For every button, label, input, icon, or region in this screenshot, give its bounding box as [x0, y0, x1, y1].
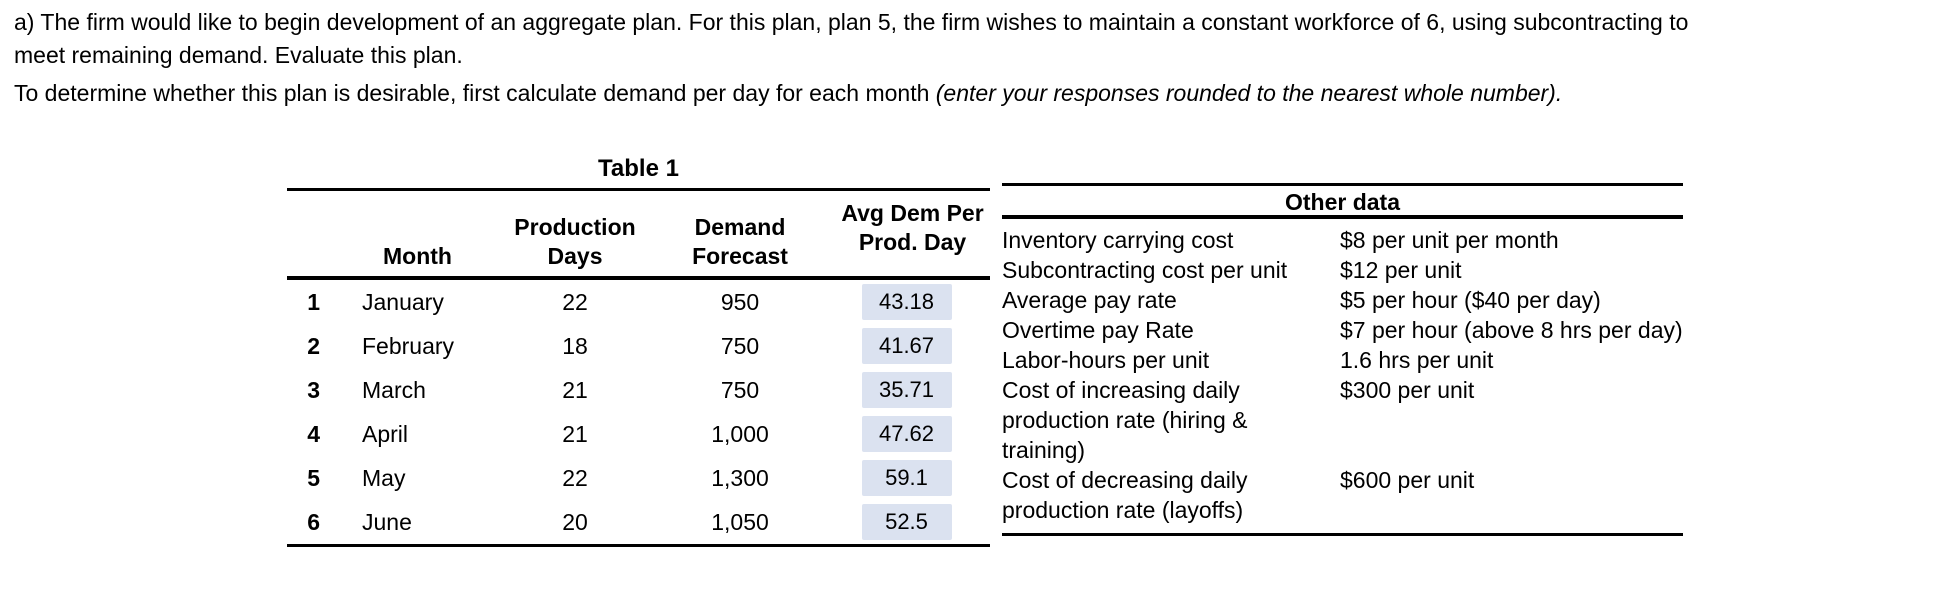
other-data-value: $12 per unit: [1340, 257, 1462, 283]
header-avg-dem-per-prod-day: Avg Dem Per Prod. Day: [835, 191, 990, 276]
avg-dem-cell: 47.62: [835, 412, 990, 456]
other-data-row-overtime-pay: Overtime pay Rate $7 per hour (above 8 h…: [1002, 315, 1683, 345]
other-data-label: Inventory carrying cost: [1002, 227, 1234, 253]
production-days-cell: 20: [562, 508, 588, 535]
table-row-may: 5 May 22 1,300 59.1: [287, 456, 990, 500]
other-data-table: Other data Inventory carrying cost $8 pe…: [1002, 183, 1683, 536]
table-row-april: 4 April 21 1,000 47.62: [287, 412, 990, 456]
demand-forecast-cell: 950: [720, 288, 760, 315]
other-data-label: Labor-hours per unit: [1002, 347, 1210, 373]
header-month: Month: [330, 191, 505, 276]
avg-dem-input-may[interactable]: 59.1: [861, 460, 952, 496]
table-row-february: 2 February 18 750 41.67: [287, 324, 990, 368]
header-demand-forecast-line2: Forecast: [692, 243, 788, 269]
other-data-value: $8 per unit per month: [1340, 227, 1559, 253]
other-data-value: $600 per unit: [1340, 467, 1475, 493]
other-data-row-decrease-cost: Cost of decreasing daily production rate…: [1002, 465, 1683, 525]
month-cell: January: [362, 288, 444, 315]
table1-header-row: Month Production Days Demand Forecast Av…: [287, 188, 990, 280]
other-data-title: Other data: [1002, 186, 1683, 219]
avg-dem-input-april[interactable]: 47.62: [861, 416, 952, 452]
problem-statement-line1: a) The firm would like to begin developm…: [14, 9, 1689, 35]
header-row-number: [287, 191, 330, 276]
table1-title: Table 1: [598, 155, 679, 182]
problem-statement-line2: meet remaining demand. Evaluate this pla…: [14, 42, 463, 68]
demand-forecast-cell: 750: [720, 332, 760, 359]
header-demand-forecast-line1: Demand: [694, 214, 786, 240]
avg-dem-input-june[interactable]: 52.5: [861, 504, 952, 540]
avg-dem-cell: 52.5: [835, 500, 990, 544]
month-cell: May: [362, 464, 406, 491]
other-data-value: $300 per unit: [1340, 377, 1475, 403]
avg-dem-cell: 43.18: [835, 280, 990, 324]
header-avg-dem-line1: Avg Dem Per: [841, 200, 984, 226]
demand-forecast-cell: 1,000: [711, 420, 769, 447]
row-number: 6: [307, 508, 320, 535]
header-production-days: Production Days: [505, 191, 645, 276]
avg-dem-input-march[interactable]: 35.71: [861, 372, 952, 408]
instruction-text: To determine whether this plan is desira…: [14, 80, 1562, 107]
production-days-cell: 22: [562, 464, 588, 491]
header-production-days-line2: Days: [547, 243, 603, 269]
header-demand-forecast: Demand Forecast: [645, 191, 835, 276]
month-cell: April: [362, 420, 409, 447]
row-number: 2: [307, 332, 320, 359]
other-data-label: Cost of decreasing daily production rate…: [1002, 467, 1248, 523]
other-data-row-inventory: Inventory carrying cost $8 per unit per …: [1002, 225, 1683, 255]
table1-body: 1 January 22 950 43.18 2 February 18 750…: [287, 280, 990, 547]
other-data-body: Inventory carrying cost $8 per unit per …: [1002, 219, 1683, 536]
month-cell: February: [362, 332, 455, 359]
row-number: 3: [307, 376, 320, 403]
table-row-march: 3 March 21 750 35.71: [287, 368, 990, 412]
header-avg-dem-line2: Prod. Day: [858, 229, 967, 255]
avg-dem-input-january[interactable]: 43.18: [861, 284, 952, 320]
production-days-cell: 21: [562, 420, 588, 447]
production-days-cell: 22: [562, 288, 588, 315]
other-data-value: $5 per hour ($40 per day): [1340, 287, 1601, 313]
header-production-days-line1: Production: [514, 214, 636, 240]
row-number: 4: [307, 420, 320, 447]
avg-dem-cell: 35.71: [835, 368, 990, 412]
month-cell: June: [362, 508, 412, 535]
instruction-normal-text: To determine whether this plan is desira…: [14, 80, 936, 106]
other-data-label: Subcontracting cost per unit: [1002, 257, 1288, 283]
other-data-label: Average pay rate: [1002, 287, 1177, 313]
avg-dem-input-february[interactable]: 41.67: [861, 328, 952, 364]
other-data-row-increase-cost: Cost of increasing daily production rate…: [1002, 375, 1683, 465]
demand-forecast-cell: 1,300: [711, 464, 769, 491]
month-cell: March: [362, 376, 426, 403]
avg-dem-cell: 59.1: [835, 456, 990, 500]
demand-forecast-cell: 750: [720, 376, 760, 403]
other-data-row-subcontracting: Subcontracting cost per unit $12 per uni…: [1002, 255, 1683, 285]
other-data-label: Overtime pay Rate: [1002, 317, 1194, 343]
other-data-row-labor-hours: Labor-hours per unit 1.6 hrs per unit: [1002, 345, 1683, 375]
avg-dem-cell: 41.67: [835, 324, 990, 368]
row-number: 1: [307, 288, 320, 315]
other-data-label: Cost of increasing daily production rate…: [1002, 377, 1248, 463]
table-row-june: 6 June 20 1,050 52.5: [287, 500, 990, 544]
other-data-value: $7 per hour (above 8 hrs per day): [1340, 317, 1683, 343]
instruction-italic-text: (enter your responses rounded to the nea…: [935, 80, 1563, 106]
other-data-row-average-pay: Average pay rate $5 per hour ($40 per da…: [1002, 285, 1683, 315]
row-number: 5: [307, 464, 320, 491]
other-data-value: 1.6 hrs per unit: [1340, 347, 1494, 373]
header-month-label: Month: [383, 243, 452, 269]
demand-forecast-cell: 1,050: [711, 508, 769, 535]
table1: Table 1 Month Production Days Demand For…: [287, 152, 990, 547]
problem-statement: a) The firm would like to begin developm…: [14, 6, 1688, 72]
production-days-cell: 21: [562, 376, 588, 403]
table-row-january: 1 January 22 950 43.18: [287, 280, 990, 324]
production-days-cell: 18: [562, 332, 588, 359]
